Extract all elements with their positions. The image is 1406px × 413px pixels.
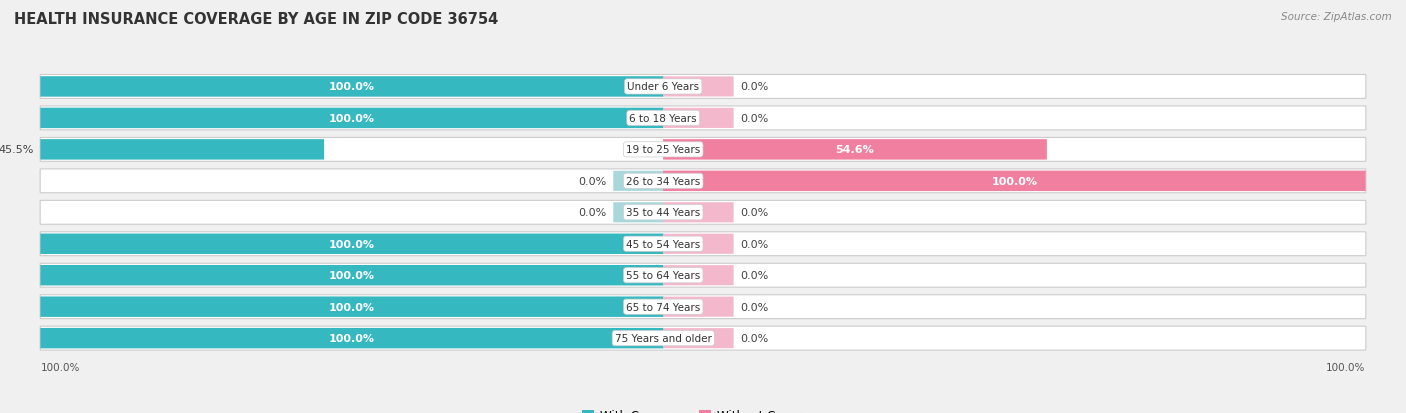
Text: 100.0%: 100.0% xyxy=(329,302,375,312)
Text: 0.0%: 0.0% xyxy=(578,208,607,218)
Text: 0.0%: 0.0% xyxy=(740,114,768,123)
Text: 0.0%: 0.0% xyxy=(740,239,768,249)
Text: 100.0%: 100.0% xyxy=(329,333,375,343)
Text: 100.0%: 100.0% xyxy=(991,176,1038,186)
Text: 65 to 74 Years: 65 to 74 Years xyxy=(626,302,700,312)
Text: 0.0%: 0.0% xyxy=(740,208,768,218)
FancyBboxPatch shape xyxy=(613,171,664,192)
Text: 75 Years and older: 75 Years and older xyxy=(614,333,711,343)
FancyBboxPatch shape xyxy=(41,140,325,160)
Text: Under 6 Years: Under 6 Years xyxy=(627,82,699,92)
FancyBboxPatch shape xyxy=(41,297,664,317)
Text: 6 to 18 Years: 6 to 18 Years xyxy=(630,114,697,123)
Text: 35 to 44 Years: 35 to 44 Years xyxy=(626,208,700,218)
Text: 19 to 25 Years: 19 to 25 Years xyxy=(626,145,700,155)
Text: 100.0%: 100.0% xyxy=(1326,362,1365,372)
FancyBboxPatch shape xyxy=(41,263,1365,287)
FancyBboxPatch shape xyxy=(664,203,734,223)
Text: HEALTH INSURANCE COVERAGE BY AGE IN ZIP CODE 36754: HEALTH INSURANCE COVERAGE BY AGE IN ZIP … xyxy=(14,12,498,27)
FancyBboxPatch shape xyxy=(664,77,734,97)
FancyBboxPatch shape xyxy=(664,140,1047,160)
Text: 45.5%: 45.5% xyxy=(0,145,34,155)
Text: 55 to 64 Years: 55 to 64 Years xyxy=(626,271,700,280)
Text: 100.0%: 100.0% xyxy=(41,362,80,372)
Text: 100.0%: 100.0% xyxy=(329,239,375,249)
Text: 0.0%: 0.0% xyxy=(740,333,768,343)
FancyBboxPatch shape xyxy=(41,328,664,349)
Text: Source: ZipAtlas.com: Source: ZipAtlas.com xyxy=(1281,12,1392,22)
Text: 26 to 34 Years: 26 to 34 Years xyxy=(626,176,700,186)
FancyBboxPatch shape xyxy=(664,109,734,129)
FancyBboxPatch shape xyxy=(41,265,664,286)
FancyBboxPatch shape xyxy=(41,108,664,129)
Text: 0.0%: 0.0% xyxy=(740,82,768,92)
Legend: With Coverage, Without Coverage: With Coverage, Without Coverage xyxy=(578,404,828,413)
Text: 0.0%: 0.0% xyxy=(740,302,768,312)
FancyBboxPatch shape xyxy=(613,203,664,223)
Text: 100.0%: 100.0% xyxy=(329,114,375,123)
FancyBboxPatch shape xyxy=(664,297,734,317)
FancyBboxPatch shape xyxy=(664,328,734,349)
Text: 0.0%: 0.0% xyxy=(740,271,768,280)
FancyBboxPatch shape xyxy=(41,107,1365,131)
Text: 100.0%: 100.0% xyxy=(329,271,375,280)
FancyBboxPatch shape xyxy=(41,138,1365,162)
Text: 45 to 54 Years: 45 to 54 Years xyxy=(626,239,700,249)
FancyBboxPatch shape xyxy=(41,295,1365,319)
FancyBboxPatch shape xyxy=(664,171,1365,192)
FancyBboxPatch shape xyxy=(41,234,664,254)
FancyBboxPatch shape xyxy=(664,234,734,254)
FancyBboxPatch shape xyxy=(41,326,1365,350)
FancyBboxPatch shape xyxy=(41,75,1365,99)
FancyBboxPatch shape xyxy=(41,77,664,97)
FancyBboxPatch shape xyxy=(664,266,734,286)
Text: 100.0%: 100.0% xyxy=(329,82,375,92)
FancyBboxPatch shape xyxy=(41,232,1365,256)
Text: 54.6%: 54.6% xyxy=(835,145,875,155)
Text: 0.0%: 0.0% xyxy=(578,176,607,186)
FancyBboxPatch shape xyxy=(41,201,1365,225)
FancyBboxPatch shape xyxy=(41,169,1365,193)
